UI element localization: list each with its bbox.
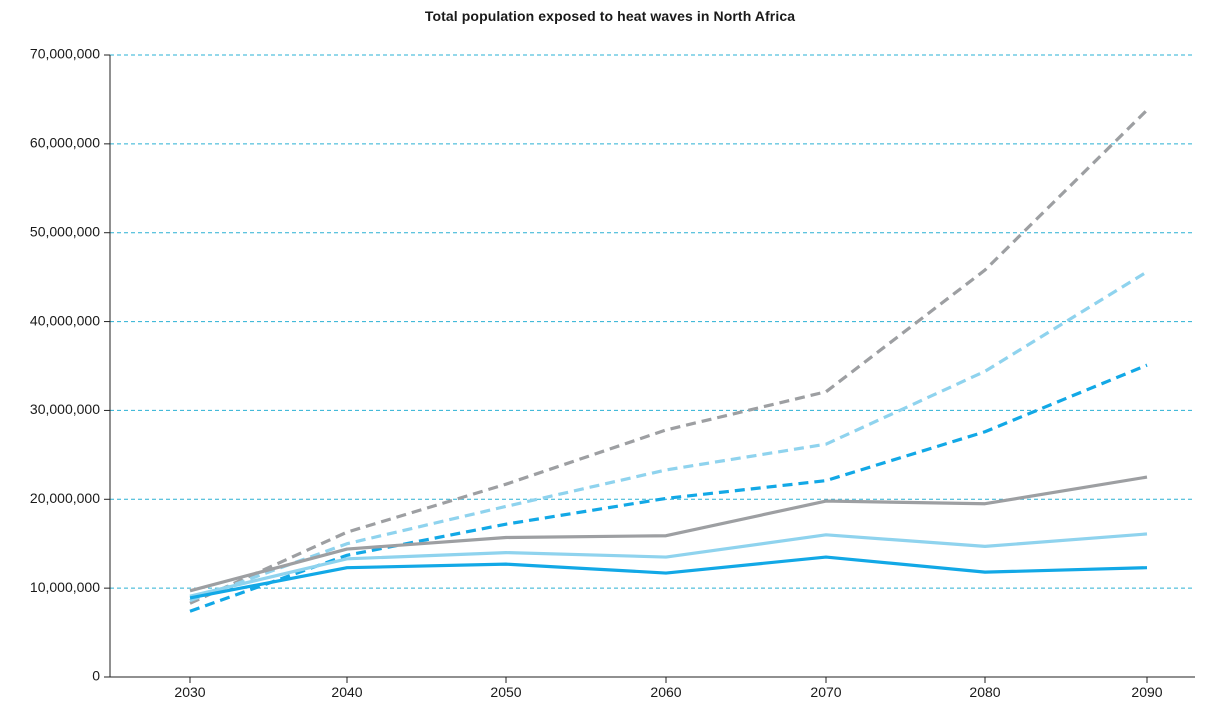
x-tick-label: 2060 (650, 684, 681, 700)
x-tick-label: 2070 (810, 684, 841, 700)
y-tick-label: 0 (92, 668, 100, 684)
y-tick-label: 10,000,000 (30, 579, 100, 595)
x-tick-label: 2050 (490, 684, 521, 700)
y-tick-label: 30,000,000 (30, 401, 100, 417)
chart-title: Total population exposed to heat waves i… (424, 8, 796, 24)
series-lines (189, 108, 1149, 613)
x-axis-ticks: 2030 2040 2050 2060 2070 2080 2090 (174, 677, 1163, 700)
y-tick-label: 40,000,000 (30, 312, 100, 328)
y-tick-label: 70,000,000 (30, 46, 100, 62)
series-line-1-dashed (189, 108, 1149, 605)
y-tick-label: 20,000,000 (30, 490, 100, 506)
series-line-5-solid (189, 532, 1148, 598)
x-tick-label: 2090 (1131, 684, 1162, 700)
x-tick-label: 2030 (174, 684, 205, 700)
x-tick-label: 2080 (969, 684, 1000, 700)
y-tick-label: 60,000,000 (30, 135, 100, 151)
x-tick-label: 2040 (331, 684, 362, 700)
y-axis-ticks: 0 10,000,000 20,000,000 30,000,000 40,000,00… (30, 46, 110, 684)
y-tick-label: 50,000,000 (30, 223, 100, 239)
gridlines (110, 54, 1195, 589)
axes (109, 55, 1195, 678)
